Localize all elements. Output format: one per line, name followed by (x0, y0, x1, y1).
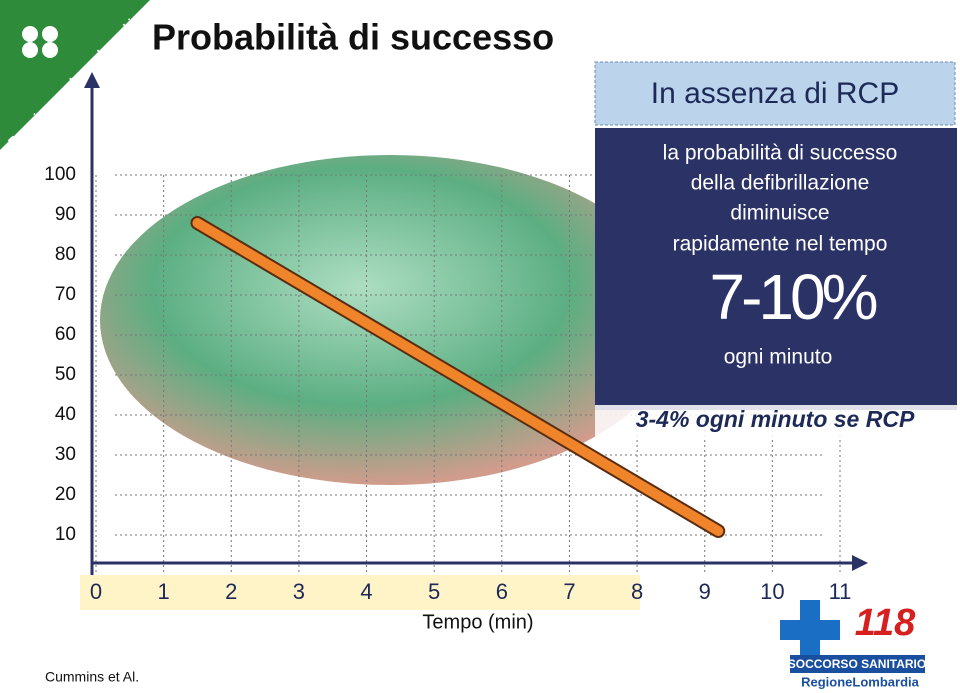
chart-title: Probabilità di successo (152, 17, 554, 58)
x-tick-label: 8 (631, 579, 643, 604)
y-tick-label: 10 (55, 524, 76, 545)
x-axis-label: Tempo (min) (422, 611, 533, 633)
y-tick-label: 60 (55, 324, 76, 345)
x-tick-label: 0 (90, 579, 102, 604)
y-tick-label: 90 (55, 204, 76, 225)
x-band (80, 575, 640, 610)
x-tick-label: 2 (225, 579, 237, 604)
y-axis-arrow (84, 72, 100, 88)
y-tick-label: 20 (55, 484, 76, 505)
callout-rate: 7-10% (710, 261, 877, 333)
callout-box (595, 128, 957, 410)
badge-star (780, 600, 840, 660)
clock-image (100, 155, 680, 485)
note-box (595, 405, 957, 437)
x-axis-arrow (852, 555, 868, 571)
x-tick-label: 6 (496, 579, 508, 604)
x-tick-label: 11 (829, 579, 852, 604)
badge-number: 118 (855, 602, 916, 644)
callout-header-box (594, 61, 956, 126)
y-tick-label: 30 (55, 444, 76, 465)
x-tick-label: 1 (158, 579, 170, 604)
callout-header: In assenza di RCP (651, 77, 899, 110)
callout-rate-unit: ogni minuto (724, 346, 833, 369)
logo-bg (0, 0, 150, 150)
badge-band (790, 655, 925, 673)
y-tick-label: 50 (55, 364, 76, 385)
callout-line: la probabilità di successo (663, 142, 898, 165)
y-tick-label: 40 (55, 404, 76, 425)
y-tick-label: 80 (55, 244, 76, 265)
x-tick-label: 5 (428, 579, 440, 604)
x-tick-label: 3 (293, 579, 305, 604)
callout-line: rapidamente nel tempo (673, 233, 888, 256)
badge-service: SOCCORSO SANITARIO (788, 657, 926, 671)
y-tick-label: 70 (55, 284, 76, 305)
x-tick-label: 9 (699, 579, 711, 604)
x-tick-label: 4 (360, 579, 372, 604)
source: Cummins et Al. (45, 669, 139, 685)
x-tick-label: 7 (563, 579, 575, 604)
callout-line: della defibrillazione (691, 172, 870, 195)
callout-line: diminuisce (730, 202, 829, 225)
line (192, 218, 724, 536)
callout-note: 3-4% ogni minuto se RCP (636, 406, 915, 432)
badge-region: RegioneLombardia (801, 674, 920, 689)
y-tick-label: 100 (44, 164, 76, 185)
x-tick-label: 10 (760, 579, 784, 604)
logo-mark (22, 26, 58, 58)
